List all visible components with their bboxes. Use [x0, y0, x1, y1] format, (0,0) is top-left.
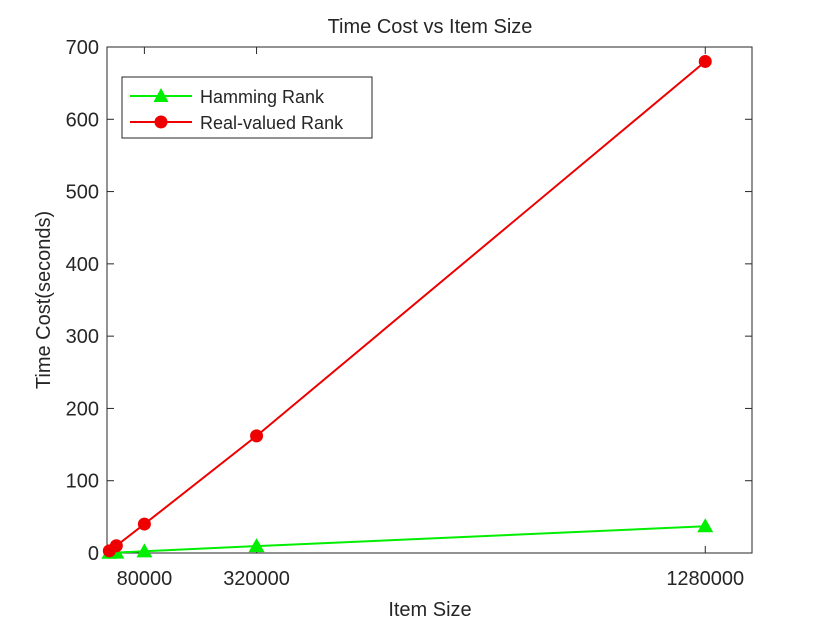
- legend-label-hamming: Hamming Rank: [200, 87, 325, 107]
- y-tick-label: 100: [66, 471, 99, 493]
- data-point-real-valued-rank: [137, 517, 151, 531]
- y-axis-label: Time Cost(seconds): [33, 211, 55, 389]
- data-point-real-valued-rank: [698, 54, 712, 68]
- y-tick-label: 0: [88, 543, 99, 565]
- y-axis-ticks: 0 100 200 300 400 500 600 700: [66, 37, 752, 565]
- series-layer: [101, 54, 714, 559]
- data-point-hamming-rank: [697, 518, 714, 533]
- legend-marker-hamming: [153, 88, 169, 102]
- x-axis-ticks: 80000 320000 1280000: [117, 47, 744, 590]
- data-point-real-valued-rank: [250, 429, 264, 443]
- x-axis-label: Item Size: [388, 599, 471, 621]
- legend-label-real-valued: Real-valued Rank: [200, 113, 344, 133]
- data-point-hamming-rank: [136, 543, 153, 558]
- data-point-real-valued-rank: [109, 539, 123, 553]
- data-point-hamming-rank: [248, 538, 265, 553]
- y-tick-label: 600: [66, 109, 99, 131]
- y-tick-label: 200: [66, 398, 99, 420]
- x-tick-label: 80000: [117, 568, 173, 590]
- legend-marker-real-valued: [154, 115, 168, 129]
- y-tick-label: 400: [66, 254, 99, 276]
- y-tick-label: 300: [66, 326, 99, 348]
- legend: Hamming Rank Real-valued Rank: [121, 76, 373, 139]
- x-tick-label: 320000: [223, 568, 290, 590]
- chart-title: Time Cost vs Item Size: [328, 16, 533, 38]
- y-tick-label: 500: [66, 182, 99, 204]
- x-tick-label: 1280000: [666, 568, 744, 590]
- y-tick-label: 700: [66, 37, 99, 59]
